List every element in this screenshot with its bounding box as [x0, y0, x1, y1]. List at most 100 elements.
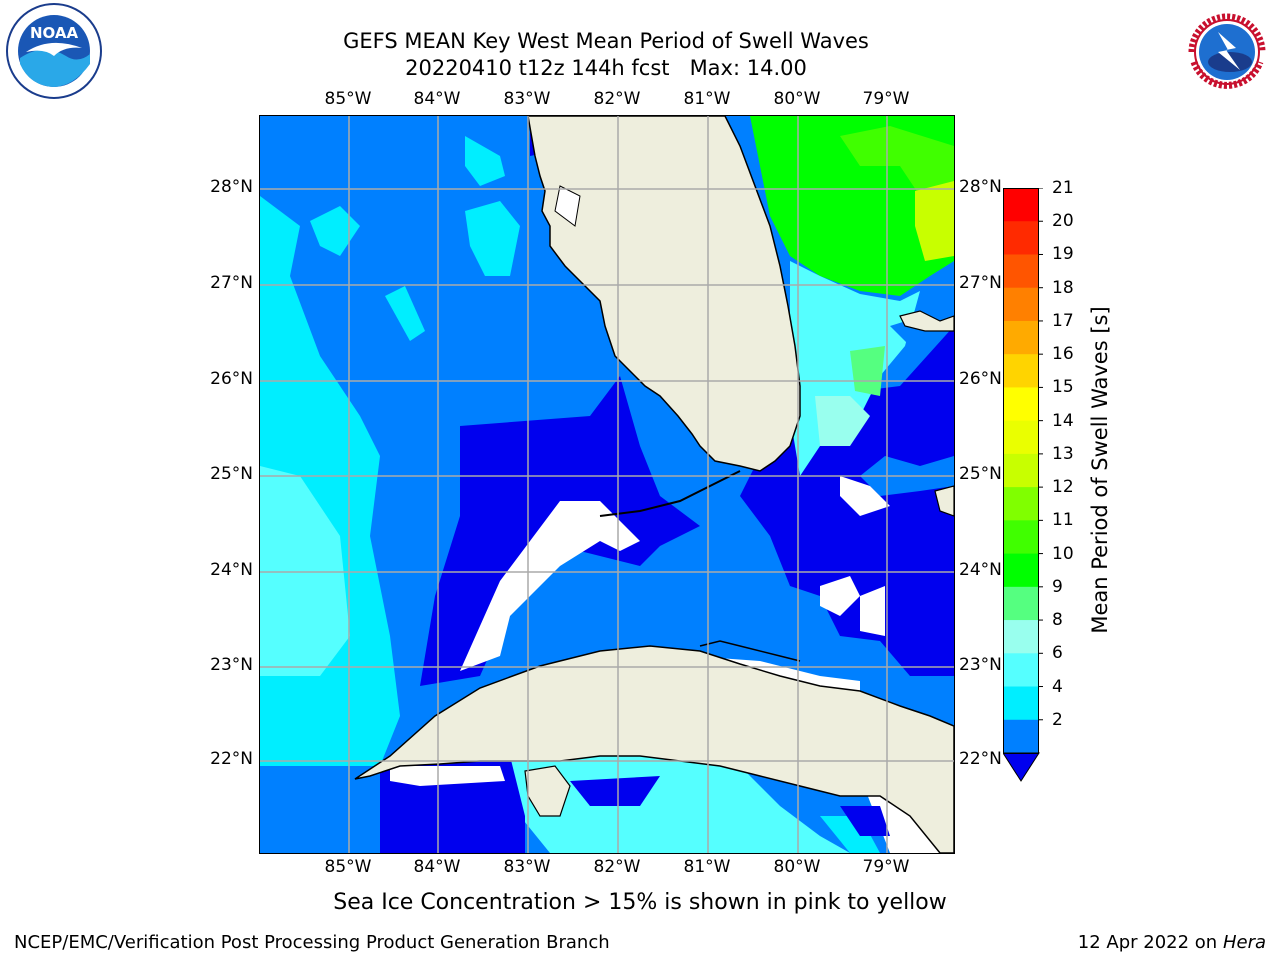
yellow-green-region [915, 181, 954, 261]
footer-host: Hera [1222, 932, 1266, 953]
no-data-region [840, 476, 890, 516]
colorbar-tick-label: 2 [1052, 709, 1063, 730]
lon-tick-bottom: 80°W [773, 857, 821, 877]
colorbar-tick-label: 12 [1052, 477, 1074, 498]
no-data-region [820, 576, 860, 616]
colorbar-tick-label: 4 [1052, 676, 1063, 697]
colorbar-swatch [1003, 487, 1039, 521]
map-title: GEFS MEAN Key West Mean Period of Swell … [343, 29, 869, 53]
sea-ice-caption: Sea Ice Concentration > 15% is shown in … [333, 890, 947, 915]
lon-tick-top: 79°W [862, 89, 910, 109]
footer-date-text: 12 Apr 2022 on [1077, 932, 1218, 953]
colorbar-tick-label: 17 [1052, 310, 1074, 331]
florida-keys [599, 470, 741, 517]
no-data-region [860, 586, 885, 636]
colorbar-tick-label: 20 [1052, 211, 1074, 232]
cyan-patch [465, 201, 520, 276]
footer-branch: NCEP/EMC/Verification Post Processing Pr… [14, 932, 610, 953]
lon-tick-bottom: 85°W [324, 857, 372, 877]
colorbar-tick-label: 15 [1052, 377, 1074, 398]
colorbar-swatch [1003, 653, 1039, 688]
lon-tick-bottom: 79°W [862, 857, 910, 877]
lat-tick-right: 26°N [959, 369, 1002, 389]
cyan-patch [310, 206, 360, 256]
colorbar-swatch [1003, 586, 1039, 621]
lon-tick-top: 82°W [593, 89, 641, 109]
lat-tick-right: 27°N [959, 273, 1002, 293]
svg-text:NOAA: NOAA [30, 24, 79, 42]
swell-period-map [259, 115, 955, 854]
colorbar-swatch [1003, 520, 1039, 555]
forecast-label: 20220410 t12z 144h fcst [405, 56, 670, 80]
lat-tick-left: 27°N [210, 273, 253, 293]
colorbar-swatch [1003, 188, 1039, 222]
lon-tick-top: 80°W [773, 89, 821, 109]
no-data-region [390, 766, 505, 786]
colorbar-tick-label: 21 [1052, 178, 1074, 198]
colorbar-tick-label: 19 [1052, 244, 1074, 265]
colorbar-tick-label: 18 [1052, 277, 1074, 298]
lon-tick-bottom: 81°W [683, 857, 731, 877]
colorbar-ticks: 21 20 19 18 17 16 15 14 13 12 11 10 9 8 6 4 2 [1052, 178, 1102, 778]
colorbar-tick-label: 13 [1052, 443, 1074, 464]
no-data-region [460, 501, 640, 671]
lon-tick-top: 83°W [503, 89, 551, 109]
lon-tick-top: 85°W [324, 89, 372, 109]
light-green-patch [850, 346, 885, 396]
tampa-bay [554, 185, 581, 227]
lat-tick-right: 24°N [959, 560, 1002, 580]
colorbar-swatches [1002, 187, 1043, 782]
max-label: Max: 14.00 [689, 56, 807, 80]
lat-tick-left: 28°N [210, 177, 253, 197]
colorbar-tick-label: 6 [1052, 643, 1063, 664]
colorbar-tick-label: 14 [1052, 410, 1074, 431]
colorbar-frame [1003, 188, 1039, 754]
light-cyan-region-west [260, 466, 350, 676]
colorbar-tick-label: 10 [1052, 543, 1074, 564]
graticule [260, 116, 954, 853]
map-canvas [260, 115, 955, 854]
colorbar-swatch [1003, 620, 1039, 654]
colorbar-tick-label: 9 [1052, 576, 1063, 597]
lon-tick-bottom: 82°W [593, 857, 641, 877]
blue-region-southwest [260, 766, 380, 853]
colorbar-swatch [1003, 420, 1039, 455]
noaa-logo: NOAA [4, 2, 104, 100]
colorbar-swatch [1003, 354, 1039, 388]
dark-blue-patch [840, 806, 890, 836]
colorbar-swatch [1003, 221, 1039, 255]
colorbar-tick-label: 8 [1052, 610, 1063, 631]
colorbar-swatch [1003, 453, 1039, 488]
cuba-keys [699, 640, 801, 662]
colorbar-tick-label: 11 [1052, 510, 1074, 531]
lon-tick-bottom: 84°W [413, 857, 461, 877]
cyan-patch [385, 286, 425, 341]
colorbar-swatch [1003, 719, 1039, 754]
lat-tick-left: 22°N [210, 749, 253, 769]
map-subtitle: 20220410 t12z 144h fcst Max: 14.00 [0, 55, 1212, 81]
colorbar-swatch [1003, 553, 1039, 588]
lat-tick-left: 26°N [210, 369, 253, 389]
colorbar-swatch [1003, 320, 1039, 355]
colorbar [1002, 187, 1043, 783]
florida-land [527, 115, 801, 472]
colorbar-swatch [1003, 287, 1039, 322]
lat-tick-left: 25°N [210, 464, 253, 484]
colorbar-swatch [1003, 254, 1039, 289]
colorbar-label: Mean Period of Swell Waves [s] [1088, 306, 1112, 634]
colorbar-tick-label: 16 [1052, 344, 1074, 365]
lat-tick-left: 24°N [210, 560, 253, 580]
lon-tick-top: 84°W [413, 89, 461, 109]
lon-tick-top: 81°W [683, 89, 731, 109]
footer-date: 12 Apr 2022 on Hera [1078, 932, 1266, 953]
colorbar-extend-triangle [1002, 752, 1040, 782]
lat-tick-left: 23°N [210, 655, 253, 675]
lat-tick-right: 28°N [959, 177, 1002, 197]
dark-blue-patch [570, 776, 660, 806]
lat-tick-right: 23°N [959, 655, 1002, 675]
colorbar-swatch [1003, 387, 1039, 422]
lat-tick-right: 25°N [959, 464, 1002, 484]
colorbar-swatch [1003, 686, 1039, 721]
lon-tick-bottom: 83°W [503, 857, 551, 877]
nws-logo [1178, 4, 1276, 100]
